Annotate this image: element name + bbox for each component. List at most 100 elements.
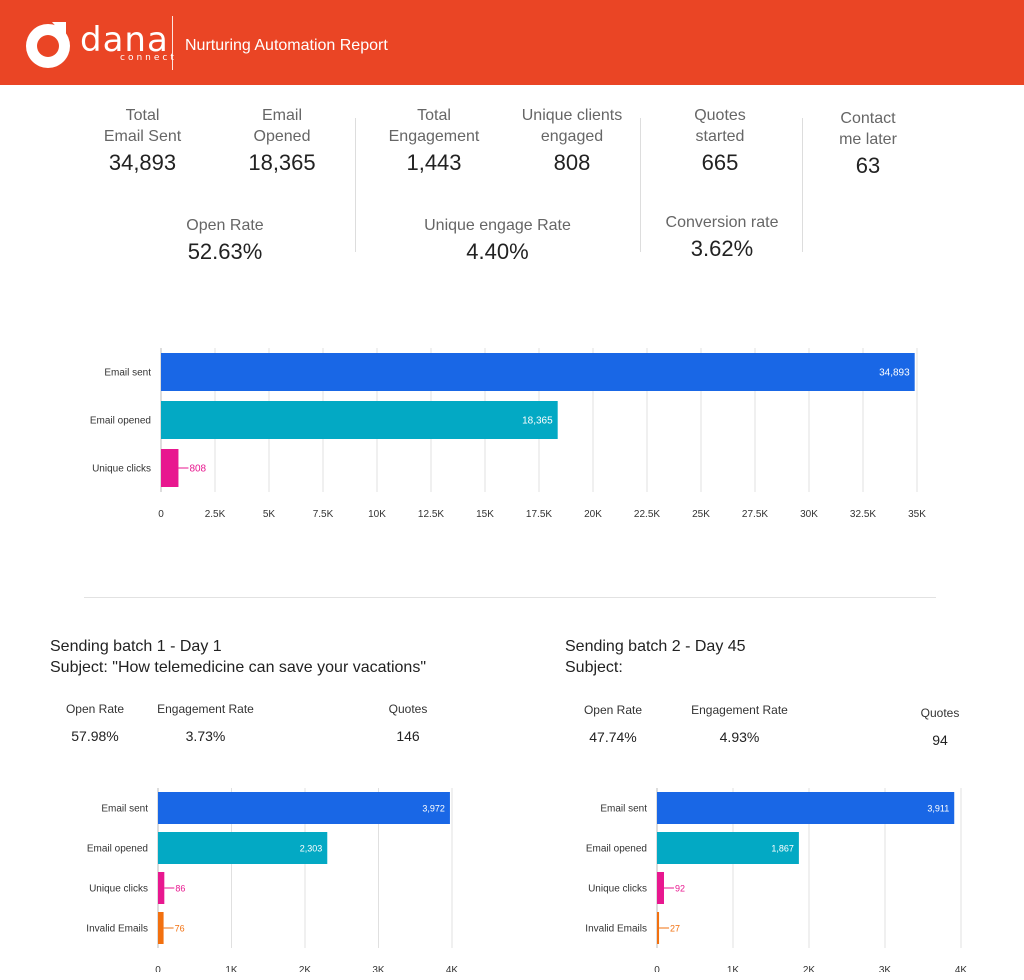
kpi-label: Email Opened	[253, 107, 311, 145]
kpi-label: Contact me later	[839, 110, 897, 148]
x-tick-label: 22.5K	[634, 509, 660, 520]
bar	[657, 912, 660, 944]
mini-kpi-value: 57.98%	[71, 728, 119, 744]
kpi-value: 34,893	[108, 150, 177, 175]
kpi-quotes-started: Quotes started 665	[670, 105, 770, 178]
category-label: Email opened	[90, 416, 151, 427]
kpi-label: Total Engagement	[388, 107, 480, 145]
batch1-bar-chart: 0 1K 2K 3K 4K Email sent 3,972 Email opened 2,30…	[86, 788, 458, 972]
dana-logo-icon	[26, 22, 70, 68]
kpi-value: 1,443	[406, 150, 462, 175]
x-tick-label: 3K	[372, 965, 385, 972]
bar	[161, 401, 558, 439]
bar	[161, 449, 179, 487]
batch2-subject: Subject:	[565, 659, 623, 676]
category-label: Unique clicks	[89, 884, 148, 895]
x-tick-label: 7.5K	[313, 509, 334, 520]
batch1-quotes: Quotes 146	[368, 702, 448, 744]
kpi-label: Conversion rate	[665, 214, 779, 231]
report-title: Nurturing Automation Report	[185, 37, 388, 54]
data-label: 27	[670, 924, 680, 934]
mini-kpi-value: 3.73%	[185, 728, 226, 744]
kpi-value: 4.40%	[466, 239, 529, 264]
category-label: Unique clicks	[588, 884, 647, 895]
kpi-open-rate: Open Rate 52.63%	[150, 215, 300, 267]
kpi-conversion-rate: Conversion rate 3.62%	[652, 212, 792, 264]
batch2-bar-chart: 0 1K 2K 3K 4K Email sent 3,911 Email opened 1,86…	[585, 788, 968, 972]
mini-kpi-value: 47.74%	[589, 729, 637, 745]
x-tick-label: 3K	[879, 965, 892, 972]
x-tick-label: 2.5K	[205, 509, 226, 520]
logo-wordmark: dana	[80, 20, 169, 60]
data-label: 34,893	[879, 368, 910, 379]
mini-kpi-label: Open Rate	[583, 703, 643, 717]
data-label: 3,911	[927, 804, 949, 814]
mini-kpi-value: 4.93%	[719, 729, 760, 745]
logo-tagline: connect	[120, 53, 177, 63]
funnel-bar-chart: 0 2.5K 5K 7.5K 10K 12.5K 15K 17.5K 20K 22.5K 25K 27…	[90, 348, 926, 520]
kpi-value: 52.63%	[187, 239, 263, 264]
batch1-open-rate: Open Rate 57.98%	[55, 702, 135, 744]
mini-kpi-label: Open Rate	[65, 702, 125, 716]
x-tick-label: 12.5K	[418, 509, 444, 520]
x-tick-label: 2K	[299, 965, 312, 972]
bar	[158, 832, 328, 864]
category-label: Invalid Emails	[585, 924, 647, 935]
kpi-value: 808	[553, 150, 591, 175]
kpi-divider	[640, 118, 641, 252]
category-label: Email sent	[600, 804, 647, 815]
category-label: Email opened	[87, 844, 148, 855]
x-tick-label: 20K	[584, 509, 602, 520]
mini-kpi-label: Quotes	[388, 702, 428, 716]
mini-kpi-label: Engagement Rate	[691, 703, 788, 717]
x-tick-label: 1K	[225, 965, 238, 972]
kpi-unique-engage-rate: Unique engage Rate 4.40%	[405, 215, 590, 267]
kpi-email-opened: Email Opened 18,365	[232, 105, 332, 178]
kpi-divider	[802, 118, 803, 252]
kpi-value: 18,365	[248, 150, 316, 175]
kpi-value: 63	[855, 153, 881, 178]
data-label: 92	[675, 884, 685, 894]
batch2-engagement-rate: Engagement Rate 4.93%	[682, 703, 797, 745]
bar	[657, 832, 799, 864]
x-tick-label: 0	[155, 965, 161, 972]
mini-kpi-value: 94	[932, 732, 948, 748]
data-label: 3,972	[422, 804, 445, 814]
kpi-contact-me-later: Contact me later 63	[818, 108, 918, 181]
x-tick-label: 0	[158, 509, 164, 520]
batch1-subject: Subject: "How telemedicine can save your…	[50, 659, 426, 676]
batch2-quotes: Quotes 94	[905, 706, 975, 748]
kpi-value: 665	[701, 150, 739, 175]
category-label: Email sent	[104, 368, 151, 379]
x-tick-label: 32.5K	[850, 509, 876, 520]
data-label: 76	[175, 924, 185, 934]
category-label: Email sent	[101, 804, 148, 815]
bar	[161, 353, 915, 391]
header-divider	[172, 16, 173, 70]
batch1-engagement-rate: Engagement Rate 3.73%	[148, 702, 263, 744]
mini-kpi-label: Quotes	[920, 706, 960, 720]
data-label: 18,365	[522, 416, 553, 427]
kpi-label: Unique clients engaged	[521, 107, 623, 145]
kpi-divider	[355, 118, 356, 252]
bar	[657, 872, 664, 904]
x-tick-label: 5K	[263, 509, 276, 520]
kpi-total-engagement: Total Engagement 1,443	[378, 105, 490, 178]
batch2-open-rate: Open Rate 47.74%	[573, 703, 653, 745]
kpi-unique-clients-engaged: Unique clients engaged 808	[508, 105, 636, 178]
report-header: dana connect Nurturing Automation Report	[0, 0, 1024, 85]
data-label: 1,867	[771, 844, 794, 854]
kpi-label: Total Email Sent	[103, 107, 182, 145]
bar	[158, 912, 164, 944]
data-label: 2,303	[300, 844, 323, 854]
category-label: Email opened	[586, 844, 647, 855]
mini-kpi-label: Engagement Rate	[157, 702, 254, 716]
x-tick-label: 10K	[368, 509, 386, 520]
data-label: 86	[175, 884, 185, 894]
x-tick-label: 0	[654, 965, 660, 972]
kpi-label: Quotes started	[694, 107, 746, 145]
section-divider	[84, 597, 936, 598]
bar	[158, 792, 450, 824]
x-tick-label: 27.5K	[742, 509, 768, 520]
x-tick-label: 4K	[955, 965, 968, 972]
